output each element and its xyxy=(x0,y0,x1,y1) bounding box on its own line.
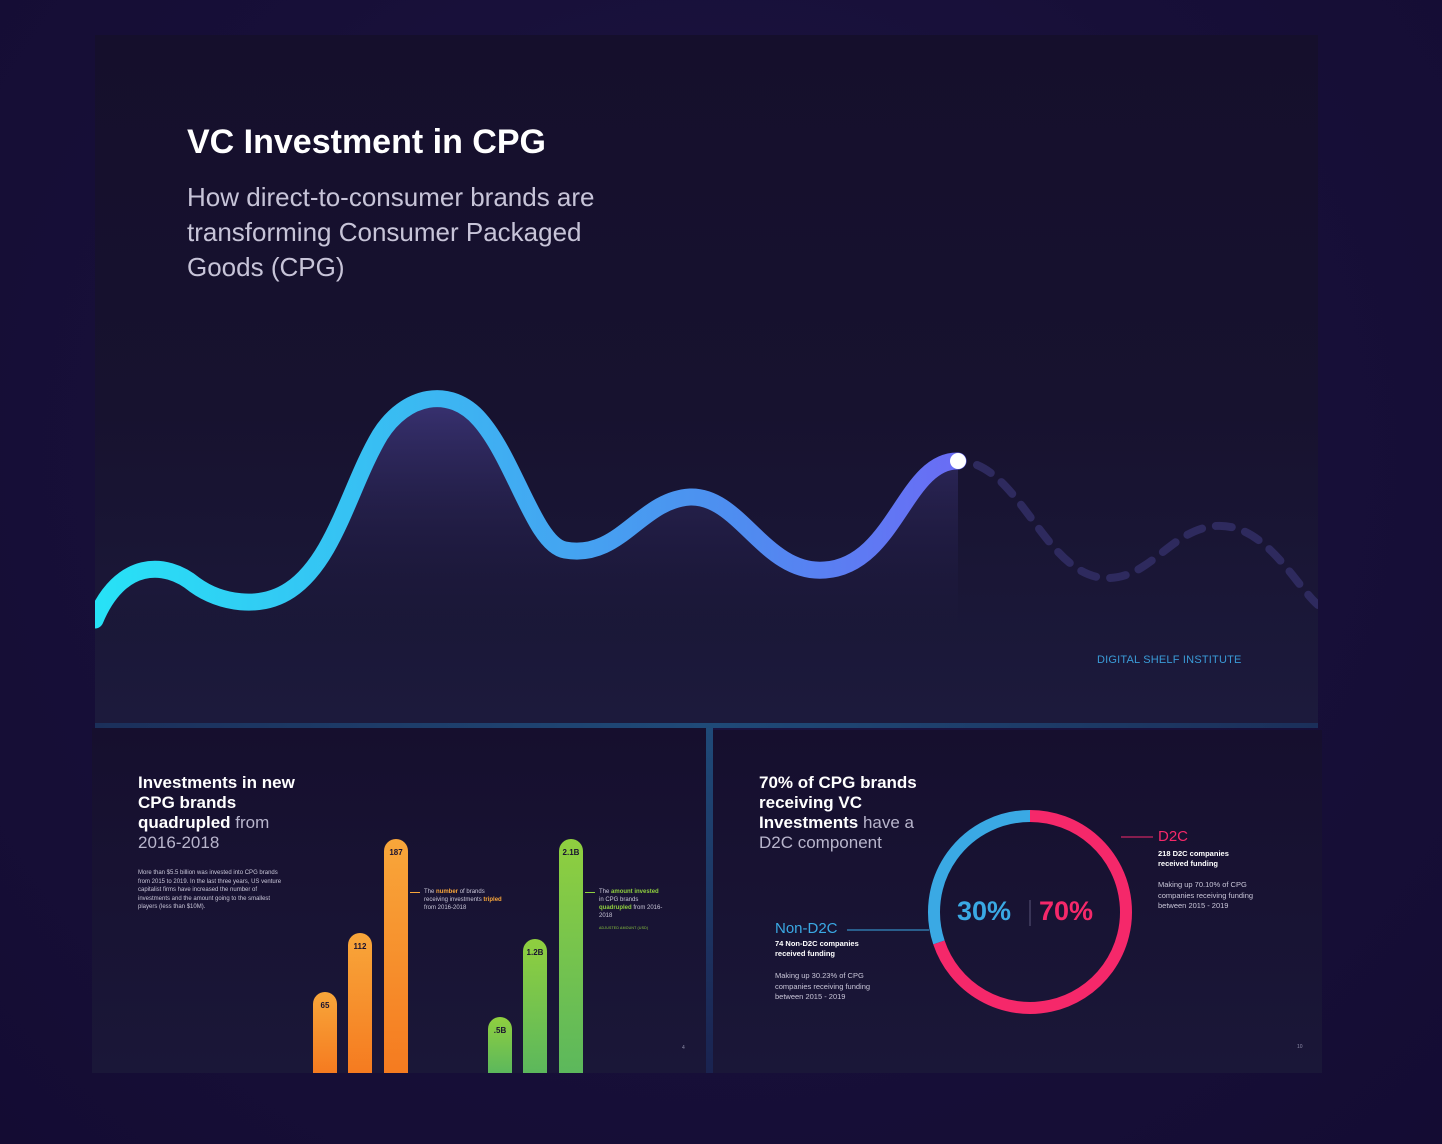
donut-slice-non-d2c xyxy=(928,810,1031,945)
d2c-description: Making up 70.10% of CPG companies receiv… xyxy=(1158,880,1254,910)
donut-slide-title-light: have a D2C component xyxy=(759,813,914,852)
bar-slide-page-number: 4 xyxy=(682,1045,685,1051)
note-amount-hl2: quadrupled xyxy=(599,905,632,911)
wave-projection-dashed xyxy=(973,461,1318,609)
note-count-hl1: number xyxy=(436,889,459,895)
donut-chart-slide: 70% of CPG brands receiving VC Investmen… xyxy=(713,730,1322,1073)
slide-divider-horizontal xyxy=(95,722,1318,728)
note-amount-hl1: amount invested xyxy=(611,889,659,895)
donut-slide-page-number: 10 xyxy=(1297,1044,1303,1050)
bar-count-2017: 112 xyxy=(348,933,372,1073)
bar-count-label-2017: 112 xyxy=(353,942,367,951)
note-amount-adjusted: ADJUSTED AMOUNT (USD) xyxy=(599,926,649,930)
note-amount: The amount invested in CPG brands quadru… xyxy=(599,888,665,920)
bar-count-2016: 65 xyxy=(313,992,337,1073)
bar-slide-title-light: from 2016-2018 xyxy=(138,813,270,852)
non-d2c-description: Making up 30.23% of CPG companies receiv… xyxy=(775,971,871,1001)
note-amount-pre: The xyxy=(599,889,610,895)
wave-line xyxy=(95,390,967,629)
bar-amount-label-2018: 2.1B xyxy=(562,848,580,857)
main-subtitle: How direct-to-consumer brands are transf… xyxy=(187,182,595,282)
note-amount-mid: in CPG brands xyxy=(599,897,639,903)
main-title: VC Investment in CPG xyxy=(187,123,546,161)
bar-slide-title: Investments in new CPG brands quadrupled… xyxy=(138,773,308,853)
non-d2c-percent: 30% xyxy=(957,896,1012,926)
donut-slide-title: 70% of CPG brands receiving VC Investmen… xyxy=(759,773,934,853)
slide-divider-vertical xyxy=(706,728,713,1073)
d2c-percent: 70% xyxy=(1039,896,1094,926)
bar-count-label-2018: 187 xyxy=(389,848,403,857)
d2c-count: 218 D2C companies received funding xyxy=(1158,849,1229,868)
bar-count-label-2016: 65 xyxy=(320,1001,330,1010)
bar-chart-slide: Investments in new CPG brands quadrupled… xyxy=(92,728,706,1073)
bar-amount-2017: 1.2B xyxy=(523,939,547,1073)
donut-chart xyxy=(847,810,1153,1014)
note-count-post: from 2016-2018 xyxy=(424,905,467,911)
non-d2c-count: 74 Non-D2C companies received funding xyxy=(775,939,859,958)
note-count-leader xyxy=(410,892,420,893)
d2c-label: D2C xyxy=(1158,828,1189,845)
donut-slide-title-bold: 70% of CPG brands receiving VC Investmen… xyxy=(759,773,917,832)
title-slide: VC Investment in CPG How direct-to-consu… xyxy=(95,35,1318,723)
bar-amount-label-2016: .5B xyxy=(493,1026,507,1035)
note-amount-post: from 2016-2018 xyxy=(599,905,663,919)
bar-count-2018: 187 xyxy=(384,839,408,1073)
bar-slide-body: More than $5.5 billion was invested into… xyxy=(138,870,282,910)
note-count-mid: of brands receiving investments xyxy=(424,889,485,903)
note-count-pre: The xyxy=(424,889,435,895)
note-count: The number of brands receiving investmen… xyxy=(424,888,504,912)
non-d2c-label: Non-D2C xyxy=(775,920,838,937)
bar-slide-title-bold: Investments in new CPG brands quadrupled xyxy=(138,773,295,832)
bar-amount-2018: 2.1B xyxy=(559,839,583,1073)
bar-amount-label-2017: 1.2B xyxy=(526,948,544,957)
decorative-wave-chart xyxy=(95,390,1318,635)
donut-slice-d2c xyxy=(933,810,1132,1014)
brand-label: DIGITAL SHELF INSTITUTE xyxy=(1097,654,1242,666)
bar-amount-2016: .5B xyxy=(488,1017,512,1073)
wave-current-point xyxy=(950,453,966,469)
note-count-hl2: tripled xyxy=(483,897,502,903)
note-amount-leader xyxy=(585,892,595,893)
